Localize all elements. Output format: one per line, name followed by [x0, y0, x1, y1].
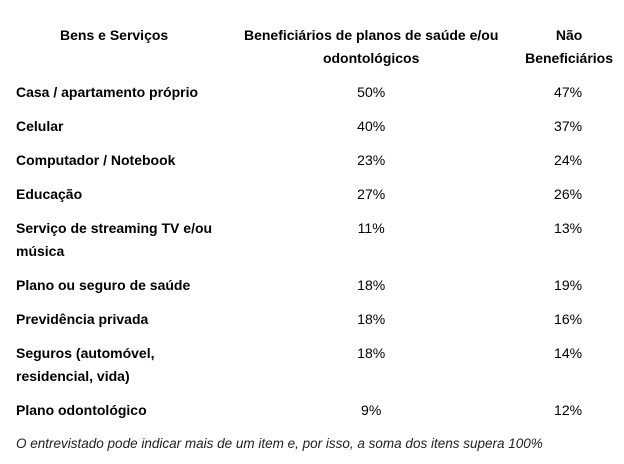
row-nao-beneficiarios-value: 12% — [554, 401, 583, 418]
row-nao-beneficiarios-value: 14% — [554, 344, 583, 361]
row-beneficiarios-value: 50% — [357, 83, 386, 100]
row-item-label: Celular — [16, 117, 64, 134]
row-beneficiarios-value: 18% — [357, 344, 386, 361]
table-row: Educação 27% 26% — [8, 177, 614, 211]
row-beneficiarios-value: 27% — [357, 185, 386, 202]
table-row: Casa / apartamento próprio 50% 47% — [8, 75, 614, 109]
row-nao-beneficiarios-value: 37% — [554, 117, 583, 134]
row-item-label: Seguros (automóvel, residencial, vida) — [16, 344, 155, 384]
table-row: Computador / Notebook 23% 24% — [8, 143, 614, 177]
table-row: Previdência privada 18% 16% — [8, 302, 614, 336]
row-beneficiarios-value: 11% — [357, 219, 385, 236]
table-row: Seguros (automóvel, residencial, vida) 18… — [8, 336, 614, 393]
row-item-label: Educação — [16, 185, 83, 202]
data-table: Bens e Serviços Beneficiários de planos … — [8, 18, 614, 427]
row-nao-beneficiarios-value: 13% — [554, 219, 583, 236]
header-nao-beneficiarios: Não Beneficiários — [525, 26, 614, 66]
footnote: O entrevistado pode indicar mais de um i… — [16, 436, 543, 451]
row-nao-beneficiarios-value: 24% — [554, 151, 583, 168]
header-beneficiarios: Beneficiários de planos de saúde e/ou od… — [243, 26, 499, 66]
table-row: Plano ou seguro de saúde 18% 19% — [8, 268, 614, 302]
row-item-label: Plano odontológico — [16, 401, 147, 418]
row-nao-beneficiarios-value: 19% — [554, 276, 583, 293]
row-item-label: Previdência privada — [16, 310, 149, 327]
row-beneficiarios-value: 18% — [357, 276, 386, 293]
row-item-label: Serviço de streaming TV e/ou música — [16, 219, 213, 259]
row-item-label: Casa / apartamento próprio — [16, 83, 199, 100]
table-row: Plano odontológico 9% 12% — [8, 393, 614, 427]
row-nao-beneficiarios-value: 26% — [554, 185, 583, 202]
header-bens-servicos: Bens e Serviços — [60, 26, 169, 43]
table-row: Celular 40% 37% — [8, 109, 614, 143]
row-nao-beneficiarios-value: 47% — [554, 83, 583, 100]
row-beneficiarios-value: 18% — [357, 310, 386, 327]
row-beneficiarios-value: 23% — [357, 151, 386, 168]
row-beneficiarios-value: 9% — [361, 401, 382, 418]
row-item-label: Computador / Notebook — [16, 151, 176, 168]
table-header-row: Bens e Serviços Beneficiários de planos … — [8, 18, 614, 75]
table-row: Serviço de streaming TV e/ou música 11% 13… — [8, 211, 614, 268]
row-beneficiarios-value: 40% — [357, 117, 386, 134]
row-item-label: Plano ou seguro de saúde — [16, 276, 191, 293]
row-nao-beneficiarios-value: 16% — [554, 310, 583, 327]
